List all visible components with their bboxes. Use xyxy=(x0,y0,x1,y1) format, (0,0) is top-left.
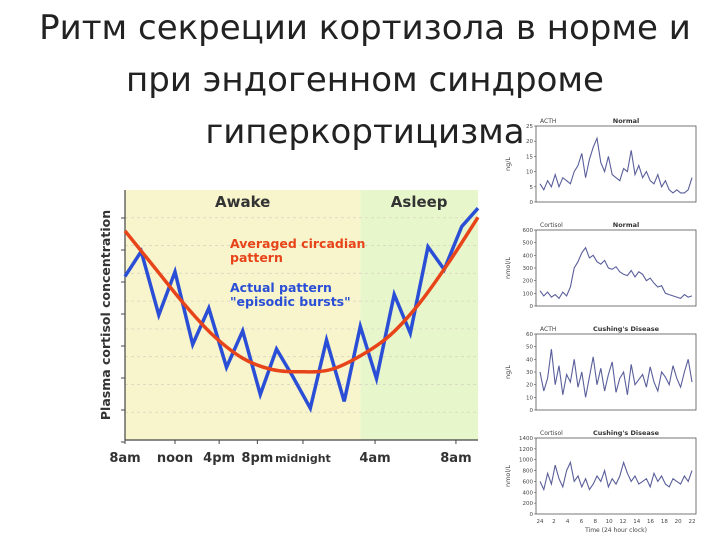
mini-y-tick-label: 500 xyxy=(523,241,534,247)
mini-plot-frame xyxy=(535,229,697,307)
mini-x-label: Time (24 hour clock) xyxy=(584,527,647,534)
mini-plot-frame xyxy=(535,437,697,515)
mini-title: Normal xyxy=(613,221,640,229)
mini-x-tick-label: 20 xyxy=(675,519,682,525)
mini-y-label: nmol/L xyxy=(504,257,512,279)
mini-y-tick-label: 1000 xyxy=(519,458,533,464)
mini-y-tick-label: 800 xyxy=(523,469,534,475)
series-averaged-line xyxy=(123,216,480,374)
x-tick-label: 8pm xyxy=(241,451,273,466)
y-axis-label: Plasma cortisol concentration xyxy=(98,210,113,420)
mini-corner-label: Cortisol xyxy=(540,430,563,437)
mini-y-tick-label: 0 xyxy=(530,304,534,310)
mini-x-tick-label: 22 xyxy=(689,519,696,525)
mini-series-line xyxy=(539,246,693,300)
legend-actual: Actual pattern xyxy=(230,280,332,295)
mini-x-tick-label: 8 xyxy=(594,519,598,525)
mini-y-tick-label: 200 xyxy=(523,279,534,285)
legend-averaged: Averaged circadian xyxy=(230,236,365,251)
legend-averaged: pattern xyxy=(230,250,283,265)
mini-x-tick-label: 2 xyxy=(552,519,556,525)
x-tick-label: 4pm xyxy=(203,451,235,466)
mini-y-tick-label: 60 xyxy=(526,332,533,338)
x-tick-label: noon xyxy=(157,451,193,466)
x-tick-label: 8am xyxy=(440,451,471,466)
mini-x-tick-label: 18 xyxy=(661,519,668,525)
mini-x-tick-label: 16 xyxy=(647,519,654,525)
mini-y-tick-label: 25 xyxy=(526,124,533,130)
mini-title: Cushing's Disease xyxy=(593,325,660,333)
mini-y-tick-label: 40 xyxy=(526,357,533,363)
mini-chart-2: Cortisol Normal nmol/L 0 100 200 300 400 500 600 xyxy=(504,221,697,310)
x-tick-label: 4am xyxy=(359,451,390,466)
mini-y-tick-label: 400 xyxy=(523,490,534,496)
mini-y-tick-label: 200 xyxy=(523,501,534,507)
region-label: Awake xyxy=(215,193,270,211)
region-awake xyxy=(125,190,361,440)
mini-x-tick-label: 4 xyxy=(566,519,570,525)
mini-title: Normal xyxy=(613,117,640,125)
mini-y-tick-label: 10 xyxy=(526,395,533,401)
mini-series-line xyxy=(539,349,693,398)
mini-y-label: ng/L xyxy=(504,365,512,379)
mini-y-tick-label: 600 xyxy=(523,479,534,485)
mini-y-tick-label: 30 xyxy=(526,370,533,376)
mini-y-tick-label: 15 xyxy=(526,154,533,160)
mini-y-tick-label: 1200 xyxy=(519,447,533,453)
mini-chart-4: Cortisol Cushing's Disease nmol/L 0 200 400 60… xyxy=(504,429,697,534)
mini-y-tick-label: 5 xyxy=(530,185,534,191)
mini-corner-label: Cortisol xyxy=(540,222,563,229)
mini-y-tick-label: 100 xyxy=(523,291,534,297)
mini-y-label: nmol/L xyxy=(504,465,512,487)
mini-x-tick-label: 10 xyxy=(606,519,613,525)
mini-y-tick-label: 50 xyxy=(526,345,533,351)
mini-y-tick-label: 0 xyxy=(530,408,534,414)
region-label: Asleep xyxy=(391,193,448,211)
mini-y-tick-label: 0 xyxy=(530,512,534,518)
mini-y-tick-label: 1400 xyxy=(519,436,533,442)
mini-y-tick-label: 300 xyxy=(523,266,534,272)
slide-title: Ритм секреции кортизола в норме и при эн… xyxy=(39,8,691,152)
series-actual-line xyxy=(123,207,480,414)
mini-corner-label: ACTH xyxy=(540,118,556,125)
mini-chart-1: ACTH Normal ng/L 0 5 10 15 20 25 xyxy=(504,117,697,206)
mini-chart-3: ACTH Cushing's Disease ng/L 0 10 20 30 40 50 60 xyxy=(504,325,697,414)
mini-series-line xyxy=(539,460,693,492)
mini-plot-frame xyxy=(535,125,697,203)
mini-y-tick-label: 400 xyxy=(523,253,534,259)
mini-y-tick-label: 20 xyxy=(526,383,533,389)
mini-x-tick-label: 24 xyxy=(537,519,544,525)
x-tick-label: midnight xyxy=(275,452,331,465)
legend-actual: "episodic bursts" xyxy=(230,294,351,309)
mini-plot-frame xyxy=(535,333,697,411)
mini-y-tick-label: 600 xyxy=(523,228,534,234)
mini-y-tick-label: 20 xyxy=(526,139,533,145)
mini-corner-label: ACTH xyxy=(540,326,556,333)
mini-series-line xyxy=(539,136,693,194)
mini-y-tick-label: 0 xyxy=(530,200,534,206)
mini-y-tick-label: 10 xyxy=(526,170,533,176)
mini-x-tick-label: 12 xyxy=(619,519,626,525)
mini-x-tick-label: 6 xyxy=(580,519,584,525)
mini-title: Cushing's Disease xyxy=(593,429,660,437)
main-cortisol-chart: Awake Asleep 8am noon 4pm 8pm midnight 4am 8am Pl… xyxy=(98,190,480,466)
mini-x-tick-label: 14 xyxy=(633,519,640,525)
mini-y-label: ng/L xyxy=(504,157,512,171)
x-tick-label: 8am xyxy=(109,451,140,466)
